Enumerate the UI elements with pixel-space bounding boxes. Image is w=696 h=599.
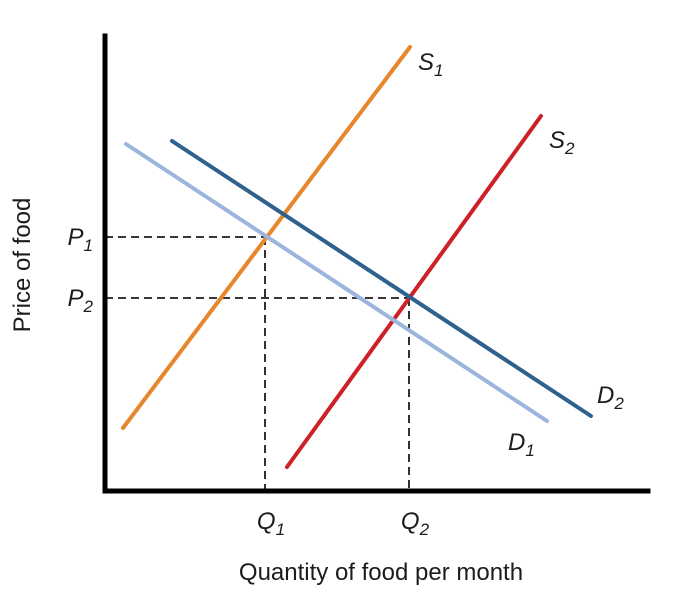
labels-layer: S1 S2 D1 D2 P1 Q1 P2 Q2: [68, 49, 625, 539]
curve-label-s2: S2: [549, 127, 575, 158]
x-axis-title: Quantity of food per month: [239, 559, 523, 586]
curves-layer: [121, 45, 593, 469]
quantity-label-2: Q2: [401, 508, 430, 539]
price-label-1: P1: [68, 224, 93, 255]
curve-label-d2: D2: [597, 382, 624, 413]
y-axis-title: Price of food: [9, 198, 36, 333]
price-label-2: P2: [68, 285, 94, 316]
curve-label-s1: S1: [418, 49, 443, 80]
demand-curve-d1: [124, 142, 549, 423]
axes: [102, 33, 651, 494]
quantity-label-1: Q1: [257, 508, 285, 539]
demand-curve-d2: [170, 139, 593, 418]
curve-label-d1: D1: [508, 429, 535, 460]
supply-curve-s2: [285, 114, 543, 469]
